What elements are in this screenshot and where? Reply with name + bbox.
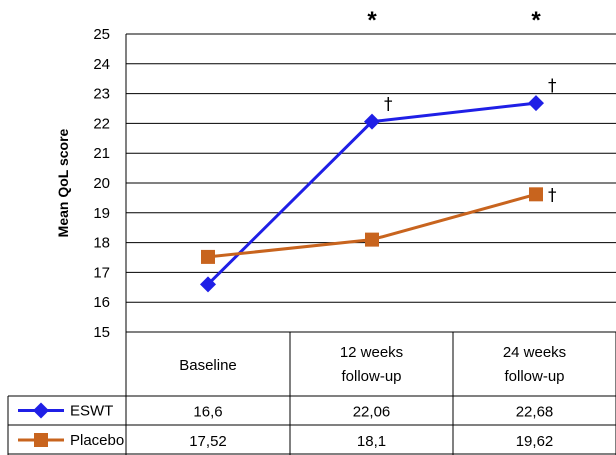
- y-tick-label: 19: [93, 205, 110, 222]
- dagger-mark: †: [548, 185, 557, 205]
- category-label: Baseline: [179, 357, 237, 374]
- significance-mark: *: [367, 7, 377, 34]
- category-label: follow-up: [341, 368, 401, 385]
- series-line-eswt: [206, 101, 537, 286]
- dagger-mark: †: [384, 95, 393, 115]
- data-point-eswt: [364, 113, 380, 130]
- data-point-eswt: [528, 95, 544, 112]
- data-point-placebo: [365, 232, 379, 247]
- y-tick-label: 18: [93, 235, 110, 252]
- series-line-placebo: [207, 192, 537, 259]
- y-tick-label: 20: [93, 175, 110, 192]
- chart-labels: Mean QoL score † † † * *: [55, 7, 557, 237]
- y-axis-label: Mean QoL score: [55, 128, 71, 237]
- legend-label: ESWT: [70, 403, 113, 420]
- y-tick-label: 21: [93, 145, 110, 162]
- data-value-label: 22,06: [353, 404, 391, 421]
- series-lines: [200, 95, 544, 293]
- data-point-placebo: [201, 249, 215, 264]
- y-tick-label: 15: [93, 324, 110, 341]
- data-point-placebo: [529, 187, 543, 202]
- data-value-label: 18,1: [357, 433, 386, 450]
- data-value-label: 22,68: [516, 404, 554, 421]
- significance-mark: *: [531, 7, 541, 34]
- dagger-mark: †: [548, 76, 557, 96]
- legend-key-marker: [34, 433, 48, 447]
- legend-key-marker: [33, 402, 49, 419]
- y-tick-label: 24: [93, 56, 110, 73]
- data-value-label: 16,6: [193, 404, 222, 421]
- y-tick-label: 17: [93, 264, 110, 281]
- category-label: follow-up: [504, 368, 564, 385]
- gridlines: 15 16 17 18 19 20 21 22 23 24 25: [93, 26, 616, 455]
- data-point-eswt: [200, 276, 216, 293]
- y-tick-label: 23: [93, 86, 110, 103]
- y-tick-label: 25: [93, 26, 110, 43]
- data-table: Baseline 12 weeks follow-up 24 weeks follow-…: [7, 332, 616, 455]
- category-label: 24 weeks: [503, 344, 566, 361]
- y-tick-label: 16: [93, 294, 110, 311]
- y-tick-label: 22: [93, 115, 110, 132]
- data-value-label: 17,52: [189, 433, 227, 450]
- category-label: 12 weeks: [340, 344, 403, 361]
- legend-label: Placebo: [70, 432, 124, 449]
- data-value-label: 19,62: [516, 433, 554, 450]
